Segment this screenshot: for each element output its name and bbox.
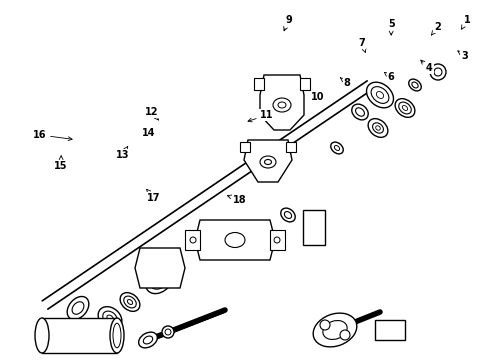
Ellipse shape	[260, 156, 275, 168]
Text: 3: 3	[457, 51, 467, 61]
Ellipse shape	[145, 262, 174, 294]
Bar	[285, 142, 295, 152]
Ellipse shape	[394, 99, 414, 117]
Ellipse shape	[123, 296, 136, 308]
Bar	[303, 210, 325, 245]
Ellipse shape	[120, 293, 140, 311]
Circle shape	[429, 64, 445, 80]
Ellipse shape	[127, 300, 132, 305]
Ellipse shape	[375, 126, 380, 130]
Bar	[374, 320, 404, 340]
Ellipse shape	[366, 82, 393, 108]
Circle shape	[339, 330, 349, 340]
Ellipse shape	[376, 91, 383, 98]
Ellipse shape	[367, 119, 387, 138]
Bar	[42, 318, 117, 353]
Polygon shape	[260, 75, 304, 130]
Bar	[253, 78, 264, 90]
Text: 2: 2	[430, 22, 440, 35]
Bar	[240, 142, 249, 152]
Ellipse shape	[98, 307, 122, 329]
Ellipse shape	[272, 98, 290, 112]
Circle shape	[162, 326, 174, 338]
Bar	[269, 230, 285, 250]
Ellipse shape	[72, 302, 84, 314]
Text: 17: 17	[146, 189, 161, 203]
Ellipse shape	[155, 273, 164, 283]
Text: 13: 13	[115, 147, 129, 160]
Circle shape	[164, 329, 171, 335]
Text: 16: 16	[33, 130, 72, 141]
Polygon shape	[244, 140, 291, 182]
Bar	[184, 230, 200, 250]
Ellipse shape	[372, 123, 383, 133]
Ellipse shape	[330, 142, 343, 154]
Ellipse shape	[278, 102, 285, 108]
Ellipse shape	[398, 102, 410, 114]
Text: 11: 11	[247, 110, 273, 122]
Circle shape	[273, 237, 280, 243]
Ellipse shape	[408, 79, 420, 91]
Ellipse shape	[139, 332, 157, 348]
Ellipse shape	[334, 145, 339, 150]
Ellipse shape	[312, 313, 356, 347]
Ellipse shape	[280, 208, 295, 222]
Circle shape	[319, 320, 329, 330]
Circle shape	[190, 237, 196, 243]
Polygon shape	[195, 220, 274, 260]
Text: 7: 7	[358, 38, 365, 53]
Ellipse shape	[264, 159, 271, 165]
Text: 15: 15	[54, 156, 68, 171]
Ellipse shape	[102, 311, 117, 325]
Ellipse shape	[143, 336, 152, 344]
Text: 6: 6	[384, 72, 394, 82]
Text: 14: 14	[142, 128, 156, 138]
Ellipse shape	[224, 233, 244, 248]
Text: 4: 4	[420, 60, 432, 73]
Ellipse shape	[107, 315, 113, 321]
Text: 10: 10	[310, 92, 324, 102]
Ellipse shape	[402, 105, 407, 111]
Ellipse shape	[35, 318, 49, 353]
Ellipse shape	[113, 323, 121, 348]
Circle shape	[433, 68, 441, 76]
Ellipse shape	[149, 267, 170, 289]
Text: 5: 5	[387, 19, 394, 35]
Text: 1: 1	[461, 15, 469, 29]
Text: 18: 18	[227, 195, 246, 205]
Text: 9: 9	[283, 15, 291, 31]
Text: 12: 12	[144, 107, 158, 120]
Ellipse shape	[110, 318, 124, 353]
Text: 8: 8	[340, 78, 350, 88]
Ellipse shape	[67, 297, 89, 320]
Polygon shape	[135, 248, 184, 288]
Bar	[299, 78, 309, 90]
Ellipse shape	[284, 212, 291, 219]
Ellipse shape	[351, 104, 367, 120]
Ellipse shape	[370, 87, 388, 103]
Ellipse shape	[355, 108, 364, 116]
Ellipse shape	[322, 320, 346, 339]
Ellipse shape	[411, 82, 417, 88]
